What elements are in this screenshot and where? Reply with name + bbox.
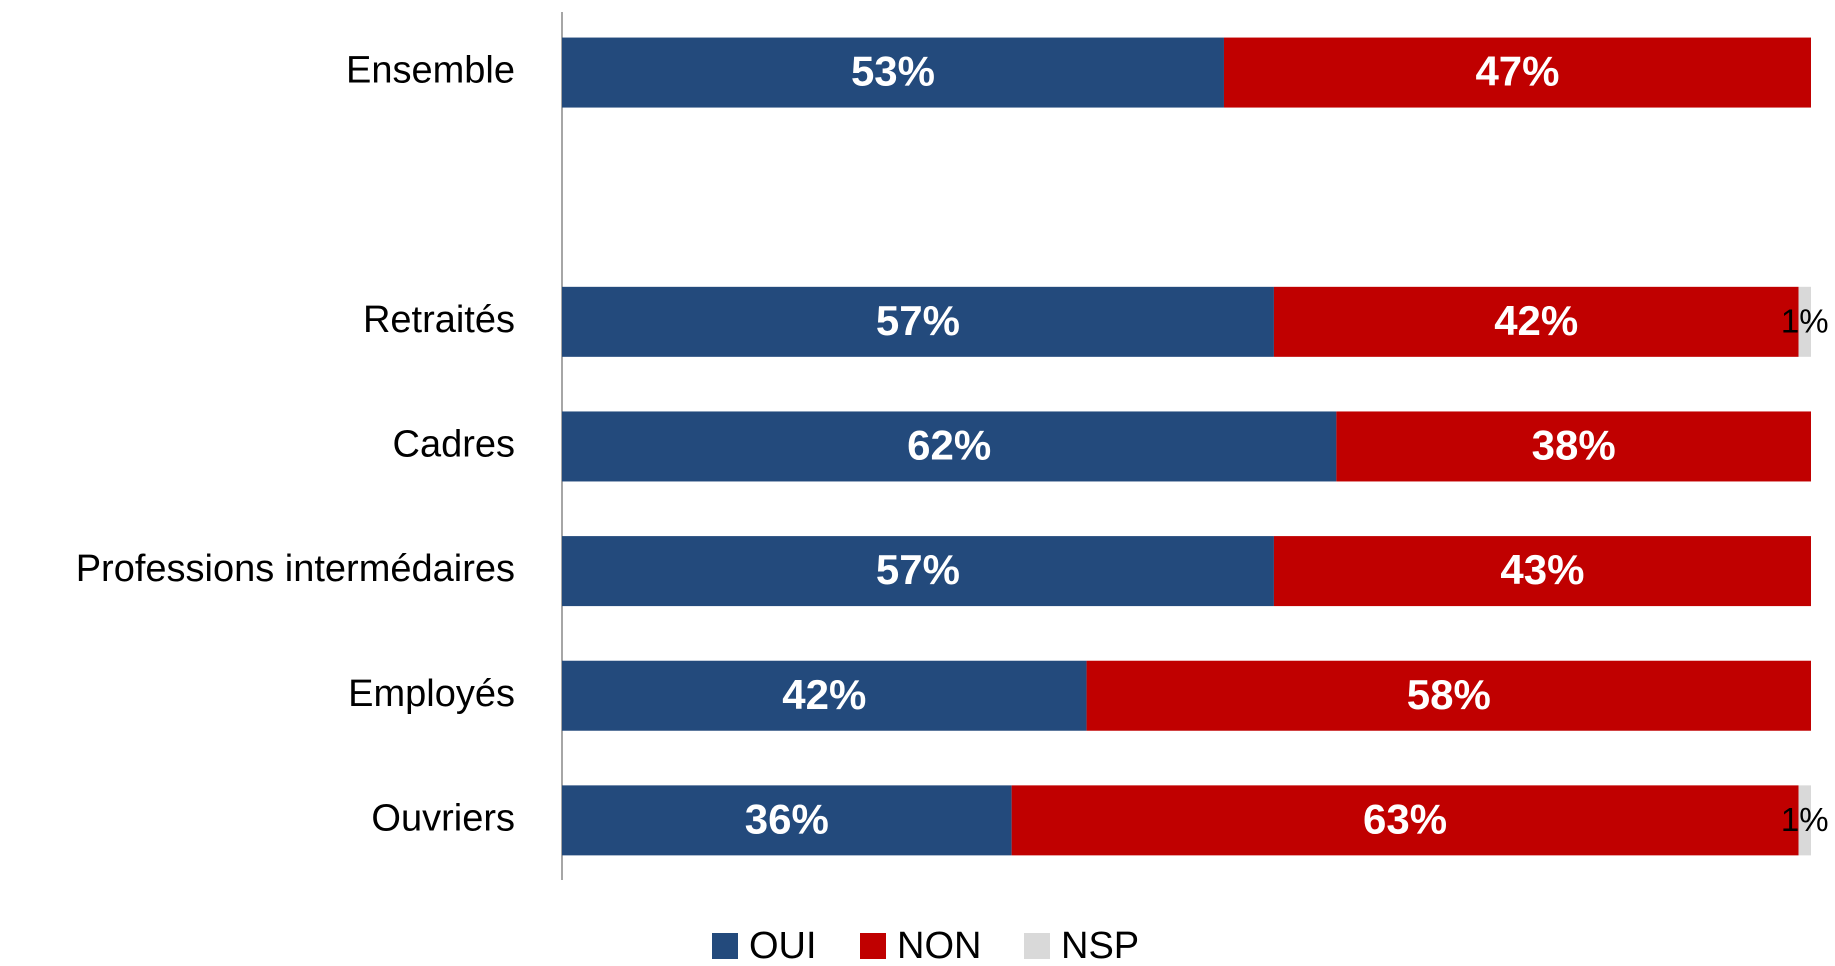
value-label: 43% bbox=[1500, 546, 1584, 593]
legend-label: OUI bbox=[749, 925, 817, 966]
value-label: 1% bbox=[1781, 801, 1829, 838]
value-label: 57% bbox=[876, 546, 960, 593]
bar-segment bbox=[562, 536, 1274, 607]
bar-segment bbox=[1798, 286, 1811, 357]
value-label: 36% bbox=[745, 795, 829, 842]
value-label: 63% bbox=[1363, 795, 1447, 842]
bar-segment bbox=[562, 286, 1274, 357]
y-tick-label: Employés bbox=[348, 673, 515, 715]
y-tick-label: Cadres bbox=[393, 423, 516, 465]
value-label: 57% bbox=[876, 297, 960, 344]
value-label: 38% bbox=[1532, 422, 1616, 469]
value-label: 47% bbox=[1475, 48, 1559, 95]
bar-segment bbox=[562, 37, 1224, 108]
legend-swatch bbox=[860, 933, 886, 959]
legend-swatch bbox=[712, 933, 738, 959]
legend-label: NON bbox=[897, 925, 981, 966]
bar-segment bbox=[562, 785, 1012, 856]
bar-segment bbox=[562, 411, 1337, 482]
value-label: 42% bbox=[1494, 297, 1578, 344]
legend-label: NSP bbox=[1061, 925, 1139, 966]
value-label: 62% bbox=[907, 422, 991, 469]
bar-segment bbox=[1798, 785, 1811, 856]
y-tick-label: Ouvriers bbox=[371, 797, 515, 839]
legend-swatch bbox=[1024, 933, 1050, 959]
value-label: 42% bbox=[782, 671, 866, 718]
bar-segment bbox=[1086, 660, 1811, 731]
bar-segment bbox=[562, 660, 1087, 731]
y-tick-label: Professions intermédaires bbox=[76, 548, 515, 590]
y-tick-label: Ensemble bbox=[346, 50, 515, 92]
y-tick-label: Retraités bbox=[363, 299, 515, 341]
bar-segment bbox=[1336, 411, 1811, 482]
bar-segment bbox=[1011, 785, 1799, 856]
value-label: 58% bbox=[1407, 671, 1491, 718]
bar-segment bbox=[1223, 37, 1811, 108]
bar-segment bbox=[1273, 536, 1811, 607]
bar-segment bbox=[1273, 286, 1799, 357]
value-label: 53% bbox=[851, 48, 935, 95]
value-label: 1% bbox=[1781, 303, 1829, 340]
